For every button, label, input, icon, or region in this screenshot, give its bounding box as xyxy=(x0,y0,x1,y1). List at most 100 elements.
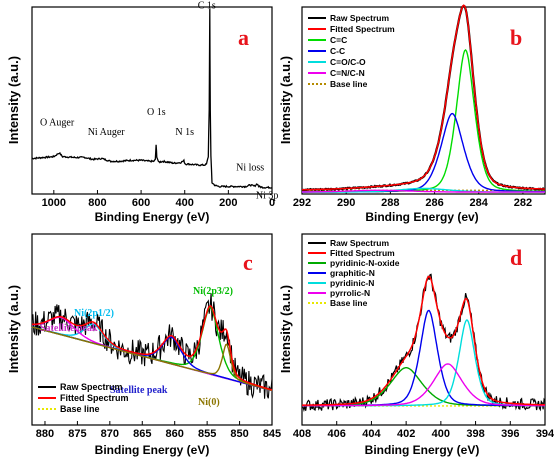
legend-label: C-C xyxy=(330,46,345,56)
panel-a-frame xyxy=(31,6,273,195)
panel-b-ticks: 292 290 288 286 284 282 xyxy=(293,190,532,209)
panel-c-frame xyxy=(31,233,273,426)
panel-a-letter: a xyxy=(238,25,249,50)
component-peak-pyridinic-n xyxy=(302,319,545,407)
legend-label: C=O/C-O xyxy=(330,57,366,67)
panel-c-letter: c xyxy=(243,250,253,275)
x-tick-label: 860 xyxy=(166,428,184,440)
peak-annotation: Satellite peak xyxy=(40,323,98,334)
legend-label: pyridinic-N xyxy=(330,278,374,288)
peak-annotation: Ni(2p1/2) xyxy=(74,308,114,319)
fitted-spectrum-line xyxy=(302,4,545,191)
panel-c-ylabel: Intensity (a.u.) xyxy=(6,285,21,373)
x-tick-label: 200 xyxy=(219,197,237,209)
component-peak-ni-0- xyxy=(31,326,273,392)
legend-label: Fitted Spectrum xyxy=(60,393,129,403)
x-tick-label: 282 xyxy=(514,197,532,209)
component-peak-c-c xyxy=(302,112,545,193)
legend-label: Base line xyxy=(330,298,368,308)
panel-a-xlabel: Binding Energy (eV) xyxy=(95,210,210,224)
legend-label: Base line xyxy=(330,79,368,89)
panel-d-letter: d xyxy=(510,245,522,270)
x-tick-label: 880 xyxy=(36,428,54,440)
panel-d-series xyxy=(301,273,546,413)
panel-b-xlabel: Binding Energy (ev) xyxy=(365,210,478,224)
peak-annotation: Ni(0) xyxy=(198,397,220,408)
legend-label: pyrrolic-N xyxy=(330,288,370,298)
x-tick-label: 850 xyxy=(230,428,248,440)
legend-label: pyridinic-N-oxide xyxy=(330,258,400,268)
panel-d-ticks: 408 406 404 402 400 398 396 394 xyxy=(293,421,554,440)
x-tick-label: 865 xyxy=(133,428,151,440)
fitted-spectrum-line xyxy=(301,275,545,406)
legend-label: C=N/C-N xyxy=(330,68,365,78)
legend-label: Raw Spectrum xyxy=(330,13,389,23)
panel-d-frame xyxy=(301,233,546,426)
x-tick-label: 855 xyxy=(198,428,216,440)
panel-c-ticks: 880 875 870 865 860 855 850 845 xyxy=(36,421,281,440)
legend-label: Raw Spectrum xyxy=(60,382,123,392)
panel-a-annotations: O Auger Ni Auger O 1s N 1s C 1s Ni loss Ni 3p xyxy=(40,1,278,202)
survey-spectrum-line xyxy=(31,8,273,190)
x-tick-label: 398 xyxy=(466,428,484,440)
panel-b-frame xyxy=(301,6,546,195)
legend-label: Fitted Spectrum xyxy=(330,24,395,34)
fitted-spectrum-line xyxy=(32,305,273,391)
legend-label: C=C xyxy=(330,35,347,45)
panel-a: Intensity (a.u.) Binding Energy (eV) a 1… xyxy=(6,1,278,224)
x-tick-label: 600 xyxy=(132,197,150,209)
panel-c-series xyxy=(31,293,273,399)
x-tick-label: 400 xyxy=(176,197,194,209)
panel-d: Intensity (a.u.) Binding Energy (eV) d 4… xyxy=(278,233,554,457)
component-peak-graphitic-n xyxy=(302,309,545,407)
x-tick-label: 290 xyxy=(337,197,355,209)
legend-label: Base line xyxy=(60,404,100,414)
x-tick-label: 292 xyxy=(293,197,311,209)
peak-annotation: Ni Auger xyxy=(88,127,126,138)
x-tick-label: 0 xyxy=(269,197,275,209)
panel-b-letter: b xyxy=(510,25,522,50)
panel-c-annotations: Ni(2p1/2) Ni(2p3/2) Satellite peak Satellit… xyxy=(40,286,233,408)
peak-annotation: N 1s xyxy=(175,127,194,138)
panel-a-ylabel: Intensity (a.u.) xyxy=(6,56,21,144)
x-tick-label: 845 xyxy=(263,428,281,440)
legend-label: Fitted Spectrum xyxy=(330,248,395,258)
panel-d-xlabel: Binding Energy (eV) xyxy=(365,443,480,457)
x-tick-label: 408 xyxy=(293,428,311,440)
panel-d-ylabel: Intensity (a.u.) xyxy=(278,285,293,373)
x-tick-label: 1000 xyxy=(42,197,66,209)
peak-annotation: Ni 3p xyxy=(256,190,279,201)
peak-annotation: Satellite peak xyxy=(110,385,168,396)
panel-a-series xyxy=(31,8,273,190)
x-tick-label: 875 xyxy=(68,428,86,440)
x-tick-label: 400 xyxy=(432,428,450,440)
x-tick-label: 870 xyxy=(101,428,119,440)
legend-label: Raw Spectrum xyxy=(330,238,389,248)
component-peak-c-n-c-n xyxy=(302,189,545,193)
peak-annotation: O 1s xyxy=(147,107,166,118)
peak-annotation: O Auger xyxy=(40,118,75,129)
x-tick-label: 800 xyxy=(88,197,106,209)
panel-b-series xyxy=(301,4,546,193)
panel-c-xlabel: Binding Energy (eV) xyxy=(95,443,210,457)
panel-a-ticks: 1000 800 600 400 200 0 xyxy=(42,190,275,209)
panel-b: Intensity (a.u.) Binding Energy (ev) b 2… xyxy=(278,4,546,224)
panel-b-ylabel: Intensity (a.u.) xyxy=(278,56,293,144)
x-tick-label: 402 xyxy=(397,428,415,440)
x-tick-label: 284 xyxy=(470,197,489,209)
panel-c: Intensity (a.u.) Binding Energy (eV) c 8… xyxy=(6,233,281,457)
peak-annotation: Ni(2p3/2) xyxy=(193,286,233,297)
x-tick-label: 396 xyxy=(501,428,519,440)
x-tick-label: 394 xyxy=(536,428,554,440)
x-tick-label: 288 xyxy=(381,197,399,209)
x-tick-label: 404 xyxy=(362,428,381,440)
legend-label: graphitic-N xyxy=(330,268,375,278)
x-tick-label: 286 xyxy=(425,197,443,209)
peak-annotation: C 1s xyxy=(198,1,216,12)
peak-annotation: Ni loss xyxy=(236,162,264,173)
x-tick-label: 406 xyxy=(328,428,346,440)
